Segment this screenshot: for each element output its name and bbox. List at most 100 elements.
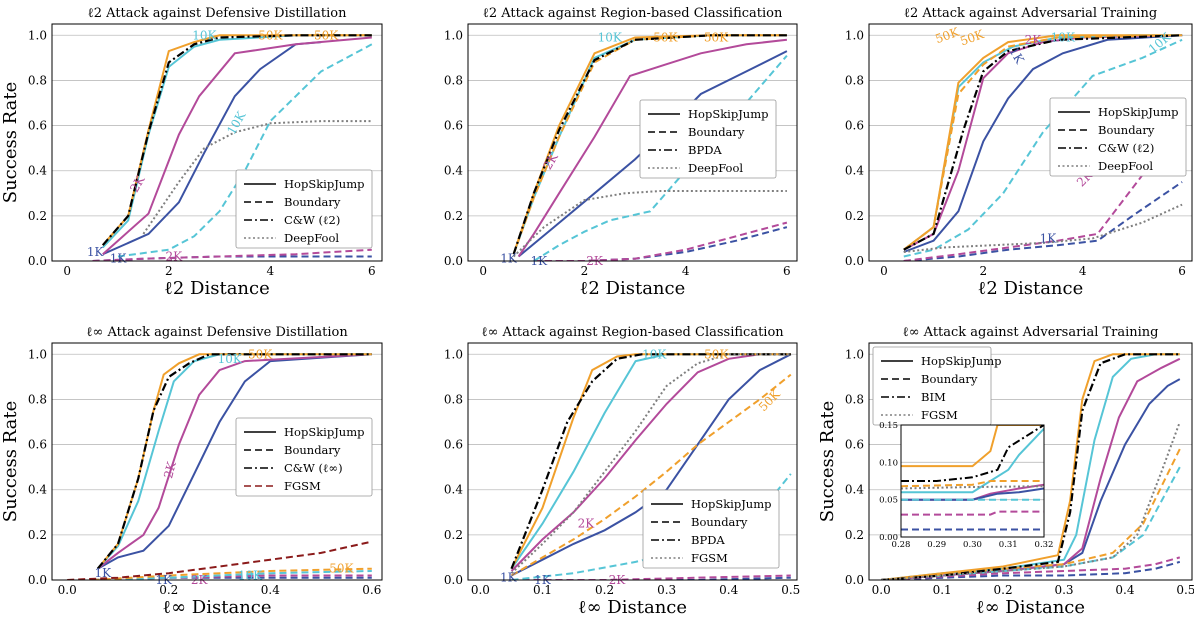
series-line (96, 353, 372, 570)
chart-panel-5: 0.00.20.40.60.81.00.0 0.1 0.2 0.3 0.4 0.51K 1K… (444, 325, 800, 617)
series-line (881, 421, 1181, 580)
y-tick-label: 0.4 (845, 164, 864, 178)
series-line (96, 353, 372, 570)
y-tick-label: 0.4 (28, 483, 47, 497)
x-tick-label: 2 (979, 264, 987, 278)
y-tick-label: 0.6 (28, 438, 47, 452)
series-annotation: 1K (94, 566, 112, 580)
series-line (102, 36, 372, 255)
inset-x-tick-label: 0.31 (999, 540, 1018, 550)
series-line (512, 34, 787, 255)
legend-entry: FGSM (691, 551, 728, 565)
legend: HopSkipJump Boundary BPDA FGSM (642, 489, 780, 569)
inset-series-line (901, 425, 1044, 468)
legend-entry: BIM (921, 390, 946, 404)
legend-entry: FGSM (284, 479, 321, 493)
x-axis-label: ℓ2 Distance (164, 278, 270, 299)
series-annotation: 10K (238, 568, 263, 582)
series-line (903, 34, 1183, 251)
y-tick-label: 0.6 (444, 438, 463, 452)
x-tick-label: 0.1 (533, 583, 552, 597)
series-line (517, 38, 788, 258)
x-tick-label: 4 (266, 264, 274, 278)
series-line (510, 373, 792, 577)
series-annotation: 50K (958, 27, 987, 49)
series-line (510, 353, 791, 572)
inset-y-tick-label: 0.05 (879, 496, 898, 506)
series-line (510, 353, 791, 574)
y-tick-label: 0.8 (845, 392, 864, 406)
y-tick-label: 1.0 (444, 28, 463, 42)
x-tick-label: 0.2 (159, 583, 178, 597)
series-line (92, 248, 372, 261)
plot-frame (868, 342, 1193, 581)
series-line (97, 353, 372, 570)
series-line (92, 567, 372, 580)
legend-entry: C&W (ℓ∞) (284, 461, 343, 475)
x-tick-label: 0.3 (1054, 583, 1073, 597)
x-tick-label: 0.0 (471, 583, 490, 597)
y-tick-label: 0.2 (28, 528, 47, 542)
x-tick-label: 0.4 (1115, 583, 1134, 597)
inset-y-tick-label: 0.15 (879, 421, 898, 431)
y-tick-label: 0.2 (28, 209, 47, 223)
x-tick-label: 0.5 (1176, 583, 1194, 597)
y-axis-label: Success Rate (0, 82, 21, 204)
inset-x-tick-label: 0.29 (927, 540, 946, 550)
series-line (903, 38, 1183, 258)
x-tick-label: 0.4 (261, 583, 280, 597)
series-annotation: 1K (87, 245, 105, 259)
legend-entry: DeepFool (688, 161, 743, 175)
y-tick-label: 0.4 (845, 483, 864, 497)
y-tick-label: 0.0 (28, 254, 47, 268)
legend: HopSkipJump Boundary BPDA DeepFool (639, 99, 777, 179)
chart-title: ℓ2 Attack against Region-based Classific… (483, 6, 783, 21)
y-tick-label: 0.2 (444, 209, 463, 223)
y-tick-label: 0.0 (444, 573, 463, 587)
series-annotation: 50K (704, 347, 729, 361)
series-line (881, 556, 1181, 580)
series-annotation: 1K (500, 571, 518, 585)
series-annotation: 10K (1146, 29, 1174, 56)
series-line (903, 34, 1183, 253)
legend-entry: HopSkipJump (691, 497, 771, 511)
legend: HopSkipJump Boundary BIM FGSM (872, 346, 1001, 426)
x-tick-label: 0.0 (872, 583, 891, 597)
series-annotation: 50K (248, 347, 273, 361)
x-axis-label: ℓ2 Distance (580, 278, 686, 299)
chart-panel-4: 0.00.20.40.60.81.00.0 0.2 0.4 0.61K 1K2K2K10… (0, 325, 383, 617)
series-annotation: 1K (110, 252, 128, 266)
chart-panel-1: 0.0 0.2 0.4 0.6 0.8 1.0 0 2 4 6 1K 1K 2K 2K 10K 10K 50K 5… (0, 6, 383, 299)
x-tick-label: 0.1 (933, 583, 952, 597)
series-line (903, 181, 1183, 261)
plot-frame (467, 23, 798, 262)
y-tick-label: 0.2 (845, 209, 864, 223)
x-tick-label: 0.2 (994, 583, 1013, 597)
y-axis-label: Success Rate (817, 401, 838, 523)
x-tick-label: 0 (880, 264, 888, 278)
x-axis-label: ℓ∞ Distance (578, 597, 687, 617)
series-annotation: 10K (192, 28, 217, 42)
y-tick-label: 0.0 (28, 573, 47, 587)
series-annotation: 50K (704, 31, 729, 45)
y-tick-label: 0.8 (444, 73, 463, 87)
x-tick-label: 6 (783, 264, 791, 278)
series-annotation: 10K (218, 352, 243, 366)
chart-title: ℓ2 Attack against Adversarial Training (904, 6, 1157, 21)
series-line (117, 43, 373, 258)
y-tick-label: 0.6 (845, 438, 864, 452)
legend-entry: HopSkipJump (284, 425, 364, 439)
series-line (510, 353, 791, 570)
legend-entry: HopSkipJump (921, 354, 1001, 368)
legend-entry: HopSkipJump (1098, 105, 1178, 119)
x-axis-label: ℓ∞ Distance (976, 597, 1085, 617)
x-tick-label: 0 (63, 264, 71, 278)
series-line (511, 576, 791, 580)
legend: HopSkipJump Boundary C&W (ℓ∞) FGSM (235, 417, 373, 497)
series-line (533, 221, 788, 261)
y-tick-label: 0.0 (444, 254, 463, 268)
legend-entry: DeepFool (1098, 159, 1153, 173)
legend-entry: Boundary (921, 372, 978, 386)
series-line (881, 560, 1181, 580)
legend-entry: FGSM (921, 408, 958, 422)
